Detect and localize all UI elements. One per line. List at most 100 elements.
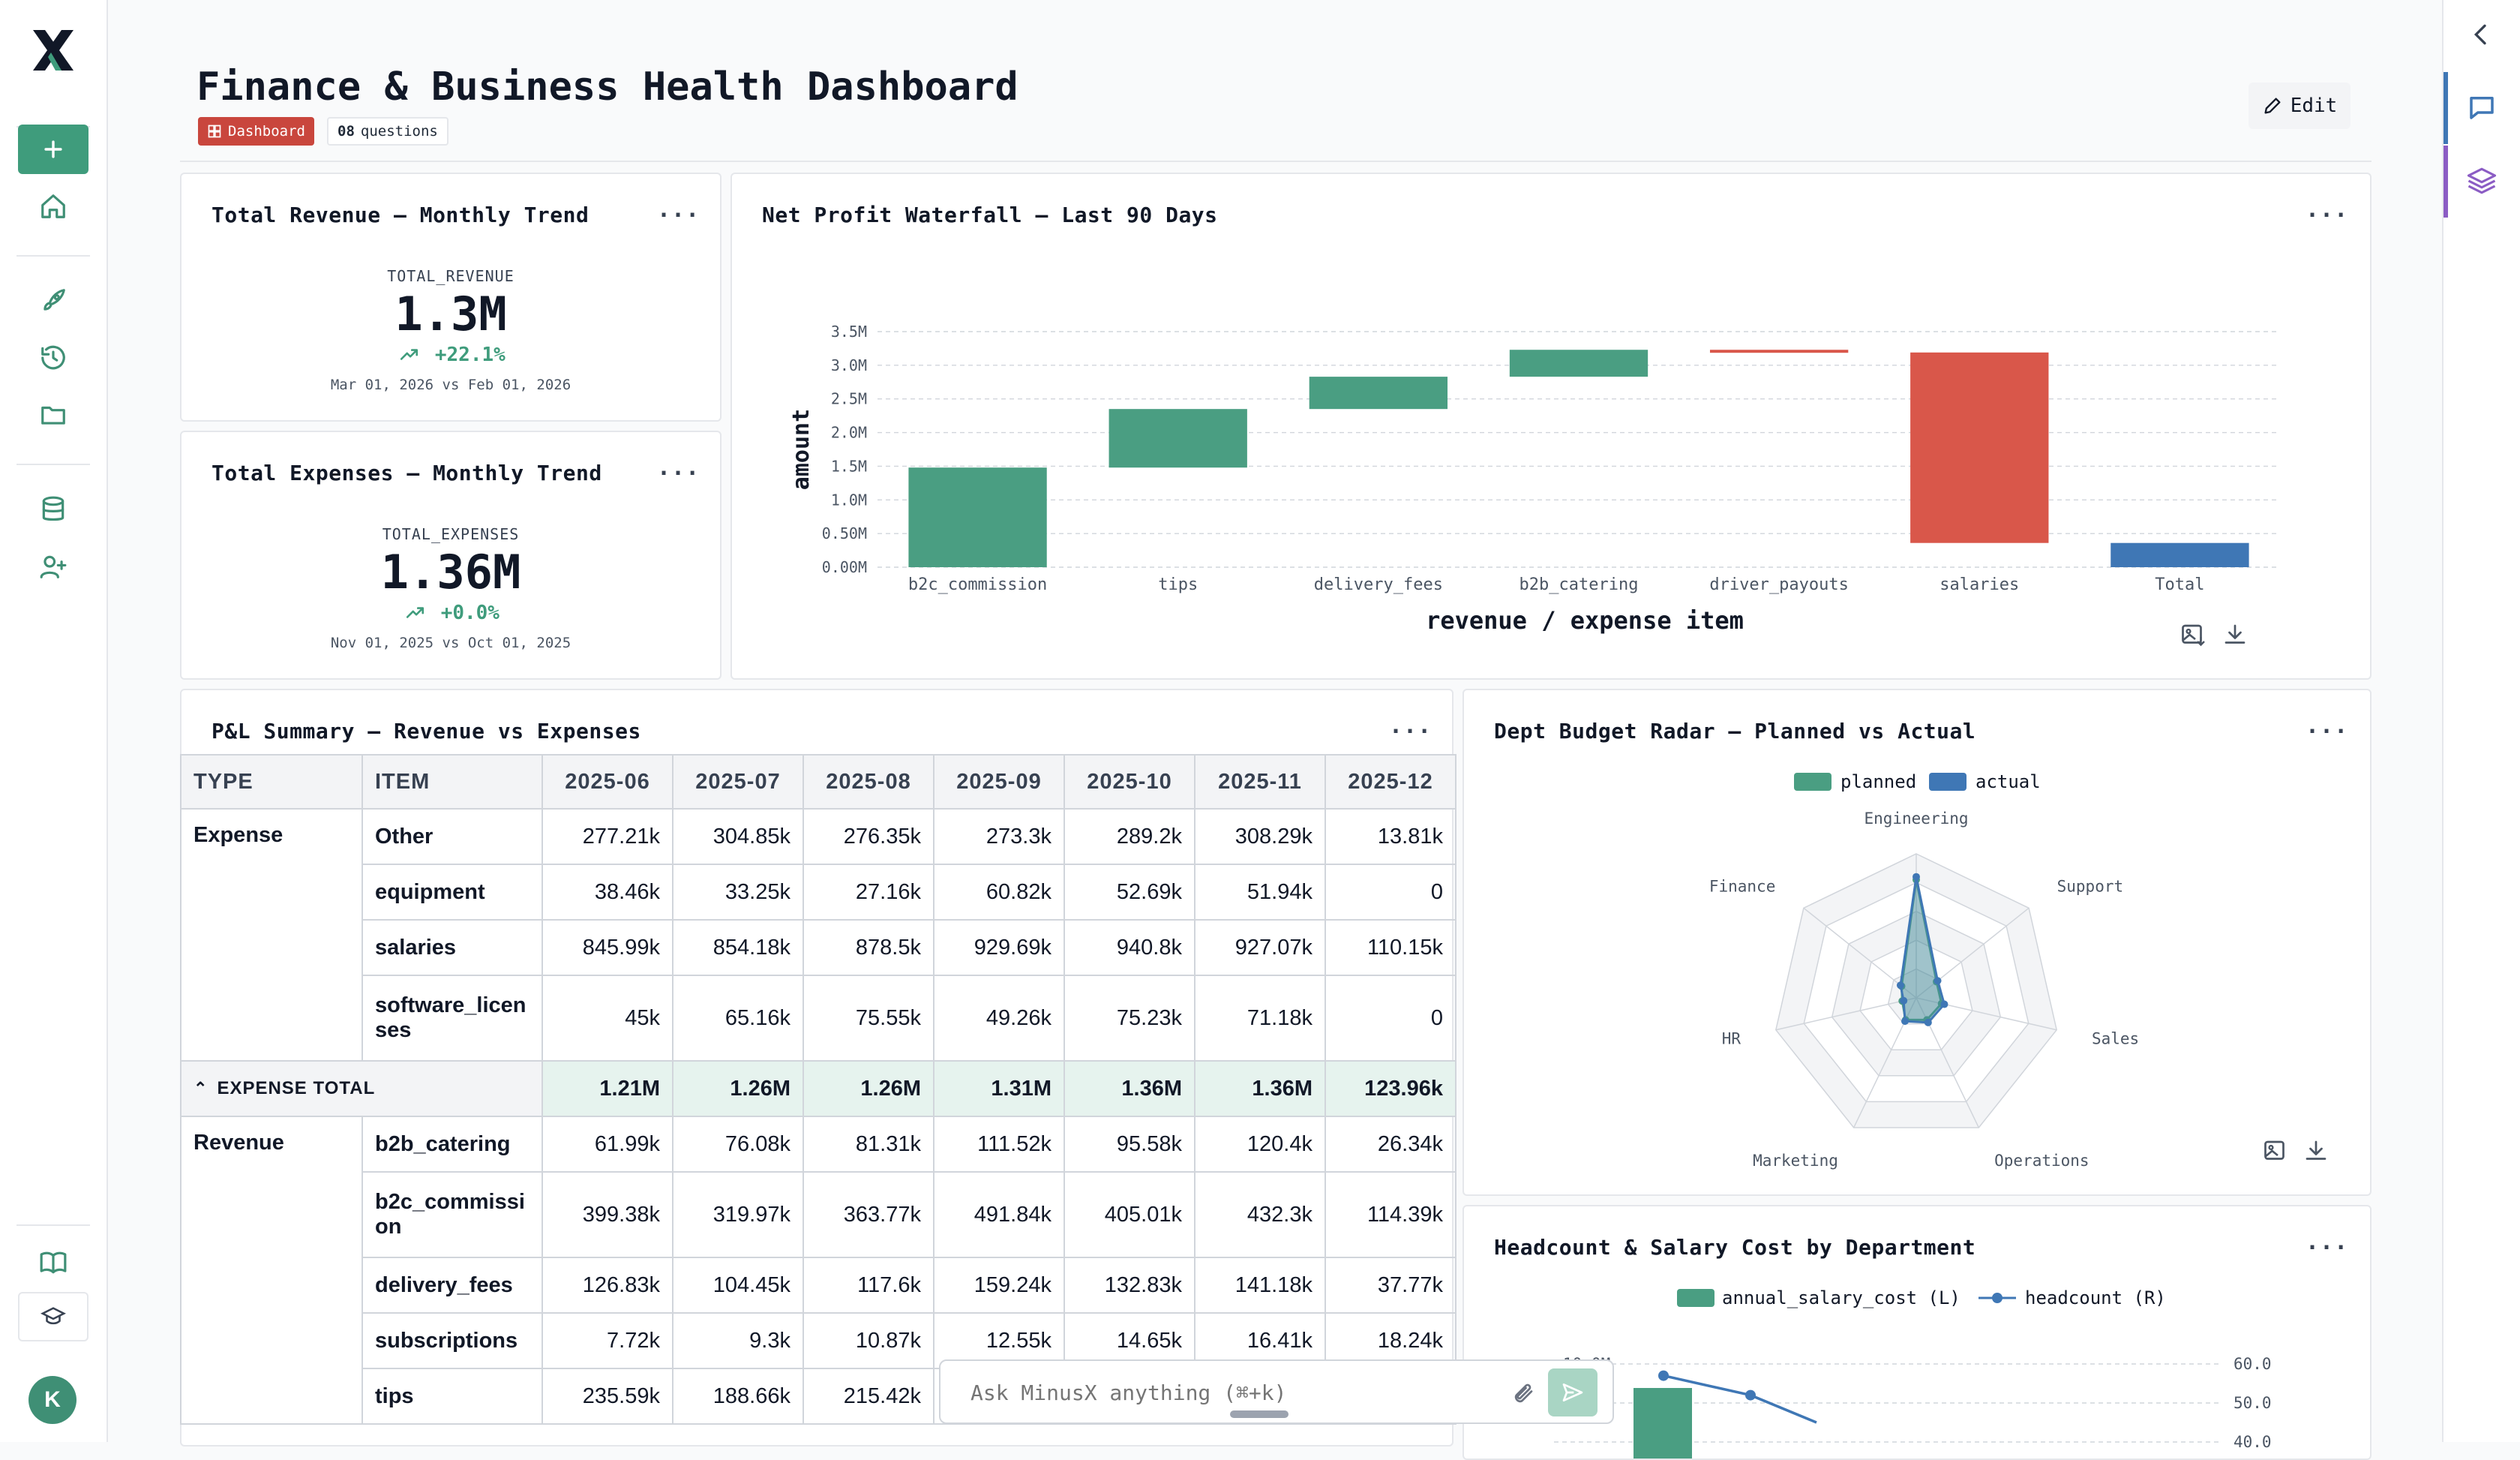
radar-point[interactable] bbox=[1934, 977, 1942, 985]
waterfall-bar-driver_payouts[interactable] bbox=[1709, 350, 1849, 353]
column-header[interactable]: 2025-06 bbox=[542, 754, 674, 810]
column-header[interactable]: ITEM bbox=[362, 754, 543, 810]
x-axis-label: revenue / expense item bbox=[1426, 606, 1744, 635]
card-title: P&L Summary — Revenue vs Expenses bbox=[212, 719, 641, 744]
value-cell: 37.77k bbox=[1324, 1257, 1456, 1314]
headcount-point[interactable] bbox=[1658, 1370, 1669, 1381]
chat-tab[interactable] bbox=[2444, 72, 2520, 144]
collapse-panel-icon[interactable] bbox=[2466, 20, 2496, 50]
scroll-handle[interactable] bbox=[1230, 1410, 1288, 1418]
card-menu-button[interactable]: ··· bbox=[2306, 1235, 2349, 1261]
new-button[interactable] bbox=[18, 125, 88, 174]
chat-input-box[interactable] bbox=[939, 1359, 1614, 1424]
item-cell: tips bbox=[362, 1368, 543, 1425]
value-cell: 10.87k bbox=[802, 1312, 934, 1369]
item-cell: b2c_commissi on bbox=[362, 1171, 543, 1258]
waterfall-bar-b2c_commission[interactable] bbox=[908, 467, 1047, 567]
waterfall-bar-b2b_catering[interactable] bbox=[1509, 350, 1648, 377]
questions-count: 08 bbox=[338, 123, 355, 140]
card-menu-button[interactable]: ··· bbox=[2306, 719, 2349, 745]
app-logo[interactable] bbox=[28, 26, 78, 75]
download-icon[interactable] bbox=[2302, 1137, 2330, 1164]
column-header[interactable]: 2025-09 bbox=[933, 754, 1065, 810]
radar-point[interactable] bbox=[1924, 1018, 1932, 1026]
save-image-icon[interactable] bbox=[2180, 621, 2206, 648]
chat-input[interactable] bbox=[969, 1374, 1497, 1410]
download-icon[interactable] bbox=[2222, 621, 2248, 648]
layers-tab[interactable] bbox=[2444, 146, 2520, 218]
legend-marker[interactable] bbox=[1992, 1293, 2002, 1303]
radar-axis-label: Marketing bbox=[1753, 1152, 1838, 1170]
value-cell: 104.45k bbox=[672, 1257, 804, 1314]
legend-label[interactable]: actual bbox=[1976, 771, 2041, 792]
legend-swatch[interactable] bbox=[1929, 773, 1966, 791]
y-tick-label: 3.5M bbox=[831, 323, 867, 341]
column-header[interactable]: 2025-07 bbox=[672, 754, 804, 810]
y-tick-label: 2.0M bbox=[831, 424, 867, 442]
value-cell: 111.52k bbox=[933, 1116, 1065, 1173]
book-icon[interactable] bbox=[36, 1245, 70, 1280]
value-cell: 304.85k bbox=[672, 808, 804, 865]
radar-point[interactable] bbox=[1896, 981, 1904, 990]
card-menu-button[interactable]: ··· bbox=[657, 203, 700, 229]
add-user-icon[interactable] bbox=[36, 549, 70, 584]
value-cell: 76.08k bbox=[672, 1116, 804, 1173]
chevron-up-icon[interactable]: ⌃ bbox=[194, 1079, 208, 1098]
learn-button[interactable] bbox=[18, 1292, 88, 1341]
pencil-icon bbox=[2264, 98, 2281, 114]
nav-divider bbox=[16, 255, 90, 257]
radar-point[interactable] bbox=[1900, 996, 1908, 1005]
edit-label: Edit bbox=[2290, 95, 2338, 117]
nav-divider bbox=[16, 464, 90, 465]
send-button[interactable] bbox=[1548, 1368, 1598, 1416]
attach-icon[interactable] bbox=[1509, 1379, 1539, 1409]
expense-total-label-cell[interactable]: ⌃ EXPENSE TOTAL bbox=[180, 1060, 543, 1117]
item-cell: b2b_catering bbox=[362, 1116, 543, 1173]
salary-bar[interactable] bbox=[1634, 1388, 1692, 1460]
home-icon[interactable] bbox=[36, 189, 70, 224]
rocket-icon[interactable] bbox=[36, 284, 70, 318]
y-tick-label: 1.0M bbox=[831, 491, 867, 509]
waterfall-bar-delivery_fees[interactable] bbox=[1309, 377, 1448, 410]
legend-label[interactable]: headcount (R) bbox=[2025, 1287, 2166, 1308]
database-icon[interactable] bbox=[36, 492, 70, 527]
radar-point[interactable] bbox=[1912, 873, 1920, 881]
folder-icon[interactable] bbox=[36, 398, 70, 432]
avatar[interactable]: K bbox=[28, 1376, 76, 1424]
legend-swatch[interactable] bbox=[1794, 773, 1832, 791]
save-image-icon[interactable] bbox=[2262, 1137, 2289, 1164]
page-title: Finance & Business Health Dashboard bbox=[196, 65, 1018, 110]
value-cell: 845.99k bbox=[542, 919, 674, 976]
table-row: Revenue b2b_catering 61.99k 76.08k 81.31k 111… bbox=[180, 1116, 1456, 1425]
waterfall-bar-Total[interactable] bbox=[2110, 542, 2249, 567]
expense-total-row[interactable]: ⌃ EXPENSE TOTAL 1.21M 1.26M 1.26M 1.31M 1.36M 1… bbox=[180, 1060, 1456, 1117]
column-header[interactable]: TYPE bbox=[180, 754, 363, 810]
item-cell: Other bbox=[362, 808, 543, 865]
column-header[interactable]: 2025-11 bbox=[1194, 754, 1326, 810]
radar-point[interactable] bbox=[1901, 1017, 1910, 1026]
edit-button[interactable]: Edit bbox=[2248, 83, 2350, 129]
waterfall-bar-tips[interactable] bbox=[1108, 409, 1247, 468]
legend-swatch[interactable] bbox=[1677, 1289, 1714, 1307]
history-icon[interactable] bbox=[36, 341, 70, 375]
column-header[interactable]: 2025-08 bbox=[802, 754, 934, 810]
waterfall-bar-salaries[interactable] bbox=[1910, 352, 2049, 543]
radar-card: Dept Budget Radar — Planned vs Actual ··… bbox=[1462, 689, 2372, 1196]
card-menu-button[interactable]: ··· bbox=[657, 461, 700, 487]
x-tick-label: driver_payouts bbox=[1709, 575, 1848, 594]
card-title: Total Revenue — Monthly Trend bbox=[212, 203, 590, 227]
radar-axis-label: Support bbox=[2057, 877, 2124, 895]
value-cell: 7.72k bbox=[542, 1312, 674, 1369]
kpi-delta: +0.0% bbox=[182, 602, 720, 624]
card-menu-button[interactable]: ··· bbox=[2306, 203, 2349, 229]
value-cell: 49.26k bbox=[933, 975, 1065, 1062]
total-cell: 123.96k bbox=[1324, 1060, 1456, 1117]
headcount-point[interactable] bbox=[1745, 1389, 1756, 1401]
y-axis-label: amount bbox=[788, 409, 814, 490]
column-header[interactable]: 2025-10 bbox=[1064, 754, 1196, 810]
legend-label[interactable]: planned bbox=[1840, 771, 1916, 792]
radar-point[interactable] bbox=[1940, 1000, 1948, 1008]
card-menu-button[interactable]: ··· bbox=[1389, 719, 1432, 745]
column-header[interactable]: 2025-12 bbox=[1324, 754, 1456, 810]
legend-label[interactable]: annual_salary_cost (L) bbox=[1722, 1287, 1960, 1308]
